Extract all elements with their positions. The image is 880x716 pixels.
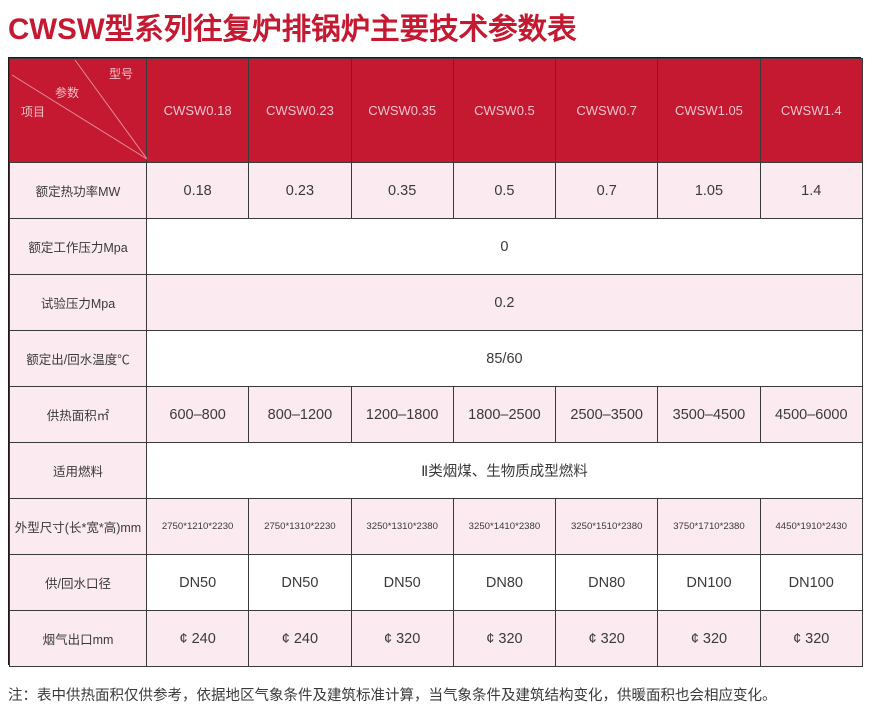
svg-text:项目: 项目 [21,105,45,119]
svg-text:参数: 参数 [55,85,79,100]
svg-text:型号: 型号 [109,67,133,81]
